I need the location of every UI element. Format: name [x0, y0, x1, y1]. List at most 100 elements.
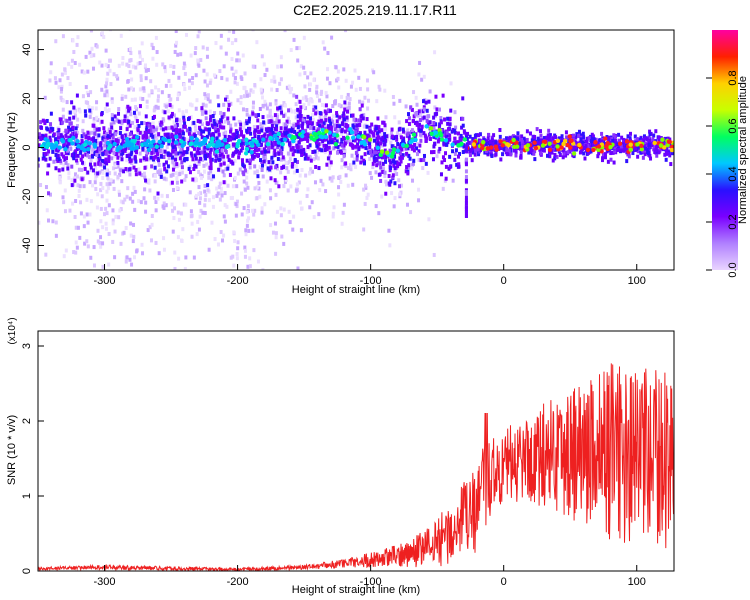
spectral-cell: [509, 152, 513, 157]
spectral-cell: [245, 158, 249, 163]
spectral-cell: [204, 103, 208, 108]
spectral-cell: [412, 158, 416, 163]
colorbar-ticks: 0.00.20.40.60.8: [706, 70, 739, 278]
spectral-cell: [494, 140, 498, 145]
spectral-cell: [298, 129, 302, 134]
spectral-cell: [150, 213, 154, 218]
spectral-cell: [63, 118, 67, 123]
spectral-cell: [319, 141, 323, 146]
spectral-cell: [324, 90, 328, 95]
spectral-cell: [443, 178, 447, 183]
spectral-cell: [198, 214, 202, 219]
spectral-cell: [262, 62, 266, 67]
spectral-cell: [340, 143, 344, 148]
spectral-cell: [155, 137, 159, 142]
spectral-cell: [242, 125, 246, 130]
spectral-cell: [209, 78, 213, 83]
spectral-cell: [92, 120, 96, 125]
spectral-cell: [389, 160, 393, 165]
spectral-cell: [288, 90, 292, 95]
spectral-cell: [284, 160, 288, 165]
y-tick-label: 3: [21, 343, 33, 349]
spectral-cell: [457, 151, 461, 156]
spectral-cell: [422, 74, 426, 79]
spectral-cell: [606, 159, 610, 164]
spectral-cell: [326, 124, 330, 129]
spectral-cell: [61, 98, 65, 103]
spectral-cell: [443, 140, 447, 145]
spectral-cell: [328, 81, 332, 86]
spectral-cell: [252, 154, 256, 159]
spectral-cell: [388, 243, 392, 248]
spectral-cell: [239, 140, 243, 145]
spectral-cell: [143, 187, 147, 192]
spectral-cell: [118, 149, 122, 154]
spectral-cell: [383, 132, 387, 137]
spectral-cell: [73, 178, 77, 183]
spectral-cell: [100, 158, 104, 163]
spectral-cell: [308, 205, 312, 210]
spectral-cell: [339, 104, 343, 109]
spectral-cell: [591, 137, 595, 142]
spectral-cell: [306, 75, 310, 80]
spectral-cell: [464, 201, 468, 206]
spectral-cell: [491, 142, 495, 147]
spectral-cell: [192, 166, 196, 171]
spectral-cell: [137, 198, 141, 203]
spectral-cell: [270, 127, 274, 132]
spectral-cell: [140, 242, 144, 247]
spectral-cell: [342, 202, 346, 207]
spectral-cell: [456, 131, 460, 136]
spectral-cell: [635, 137, 639, 142]
spectral-cell: [260, 206, 264, 211]
spectral-peak: [86, 146, 91, 152]
spectral-cell: [75, 147, 79, 152]
spectral-peak: [146, 147, 152, 153]
spectral-cell: [415, 146, 419, 151]
spectral-cell: [172, 70, 176, 75]
spectral-cell: [90, 137, 94, 142]
spectral-cell: [286, 116, 290, 121]
spectral-cell: [309, 167, 313, 172]
y-tick-label: 40: [21, 43, 33, 55]
spectral-cell: [149, 155, 153, 160]
spectral-peak: [591, 147, 596, 153]
spectral-cell: [145, 99, 149, 104]
spectral-cell: [326, 156, 330, 161]
spectral-cell: [222, 173, 226, 178]
spectral-cell: [100, 87, 104, 92]
spectral-cell: [143, 130, 147, 135]
spectral-cell: [68, 82, 72, 87]
spectral-cell: [149, 129, 153, 134]
spectral-cell: [330, 147, 334, 152]
spectral-cell: [70, 183, 74, 188]
spectral-cell: [167, 78, 171, 83]
spectral-peak: [179, 139, 184, 144]
spectral-cell: [52, 159, 56, 164]
spectral-peak: [359, 140, 364, 145]
spectral-cell: [359, 118, 363, 123]
spectral-cell: [262, 154, 266, 159]
spectral-cell: [267, 139, 271, 144]
spectral-cell: [409, 210, 413, 215]
spectral-cell: [188, 102, 192, 107]
spectral-cell: [139, 158, 143, 163]
spectral-cell: [84, 135, 88, 140]
spectral-cell: [41, 118, 45, 123]
spectral-cell: [154, 154, 158, 159]
spectral-cell: [216, 127, 220, 132]
spectral-cell: [361, 100, 365, 105]
spectral-cell: [95, 149, 99, 154]
spectral-cell: [58, 78, 62, 83]
spectral-cell: [315, 84, 319, 89]
spectral-cell: [318, 98, 322, 103]
spectral-cell: [397, 120, 401, 125]
spectral-cell: [329, 160, 333, 165]
spectral-cell: [65, 141, 69, 146]
spectral-cell: [295, 182, 299, 187]
spectral-cell: [83, 109, 87, 114]
spectral-cell: [128, 58, 132, 63]
spectral-cell: [303, 84, 307, 89]
spectral-cell: [405, 151, 409, 156]
